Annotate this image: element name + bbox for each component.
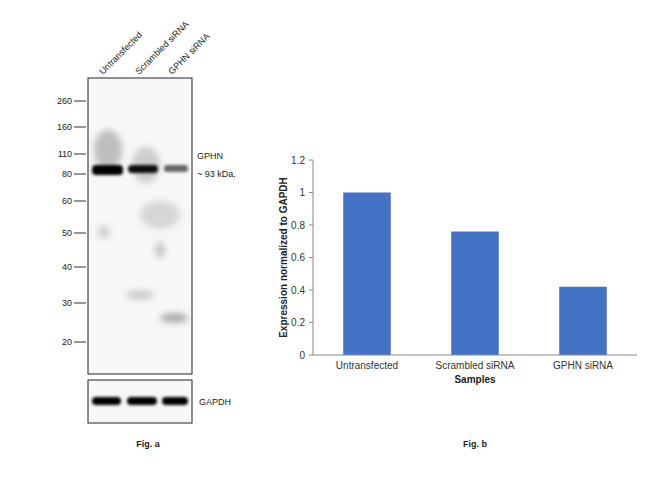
x-tick-label: Untransfected [336, 360, 398, 371]
bars [343, 193, 607, 356]
y-tick [309, 290, 313, 291]
canvas: 260 160 110 80 60 50 40 30 20 Untransfected Scramb… [0, 0, 650, 480]
loading-label: GAPDH [199, 397, 231, 407]
band [162, 397, 188, 405]
marker-tick [74, 127, 86, 128]
y-tick [309, 225, 313, 226]
y-tick [309, 192, 313, 193]
smear [155, 242, 165, 258]
y-tick [309, 355, 313, 356]
y-tick [309, 322, 313, 323]
bar-chart: 0 0.2 0.4 0.6 0.8 1 1.2 Untransfected Scrambled … [278, 155, 637, 386]
smear [94, 130, 122, 170]
band [127, 397, 157, 405]
smear [126, 290, 154, 300]
caption: Fig. b [463, 439, 487, 449]
bar [343, 193, 391, 356]
marker-tick [74, 233, 86, 234]
blot-frame [88, 78, 192, 374]
marker-tick [74, 303, 86, 304]
lane-label: GPHN siRNA [166, 31, 211, 76]
y-tick-label: 0.2 [291, 317, 305, 328]
marker-label: 110 [58, 149, 72, 159]
band [164, 165, 188, 172]
band [128, 165, 158, 173]
loading-frame [88, 380, 192, 423]
band [92, 397, 121, 405]
marker-label: 20 [62, 337, 72, 347]
y-tick-label: 0.6 [291, 252, 305, 263]
y-tick [309, 160, 313, 161]
y-tick-label: 0.4 [291, 285, 305, 296]
marker-label: 50 [62, 228, 72, 238]
smear [98, 226, 110, 238]
target-label: GPHN [197, 151, 223, 161]
marker-label: 160 [57, 122, 72, 132]
caption: Fig. a [136, 439, 160, 449]
x-tick-label: Scrambled siRNA [436, 360, 515, 371]
marker-label: 260 [57, 96, 72, 106]
blot-panel: 260160110806050403020UntransfectedScramb… [57, 19, 236, 423]
y-tick-label: 0 [299, 350, 305, 361]
y-tick-label: 0.8 [291, 220, 305, 231]
marker-tick [74, 342, 86, 343]
marker-label: 30 [62, 298, 72, 308]
figure-root: 260 160 110 80 60 50 40 30 20 Untransfected Scramb… [0, 0, 650, 480]
x-tick-label: GPHN siRNA [553, 360, 613, 371]
y-axis [313, 160, 314, 355]
band [92, 165, 123, 175]
size-label: ~ 93 kDa, [197, 169, 236, 179]
marker-label: 40 [62, 262, 72, 272]
marker-label: 80 [62, 169, 72, 179]
marker-tick [74, 201, 86, 202]
y-axis-title: Expression normalized to GAPDH [278, 177, 289, 338]
marker-tick [74, 101, 86, 102]
bar [559, 287, 607, 355]
marker-tick [74, 174, 86, 175]
x-axis [313, 355, 637, 356]
y-tick [309, 257, 313, 258]
y-tick-label: 1 [299, 187, 305, 198]
smear [160, 313, 188, 323]
bar [451, 232, 499, 356]
marker-tick [74, 154, 86, 155]
marker-tick [74, 267, 86, 268]
lane-label: Scrambled siRNA [133, 19, 190, 76]
smear [140, 201, 180, 229]
y-tick-label: 1.2 [291, 155, 305, 166]
x-axis-title: Samples [454, 374, 496, 385]
marker-label: 60 [62, 196, 72, 206]
